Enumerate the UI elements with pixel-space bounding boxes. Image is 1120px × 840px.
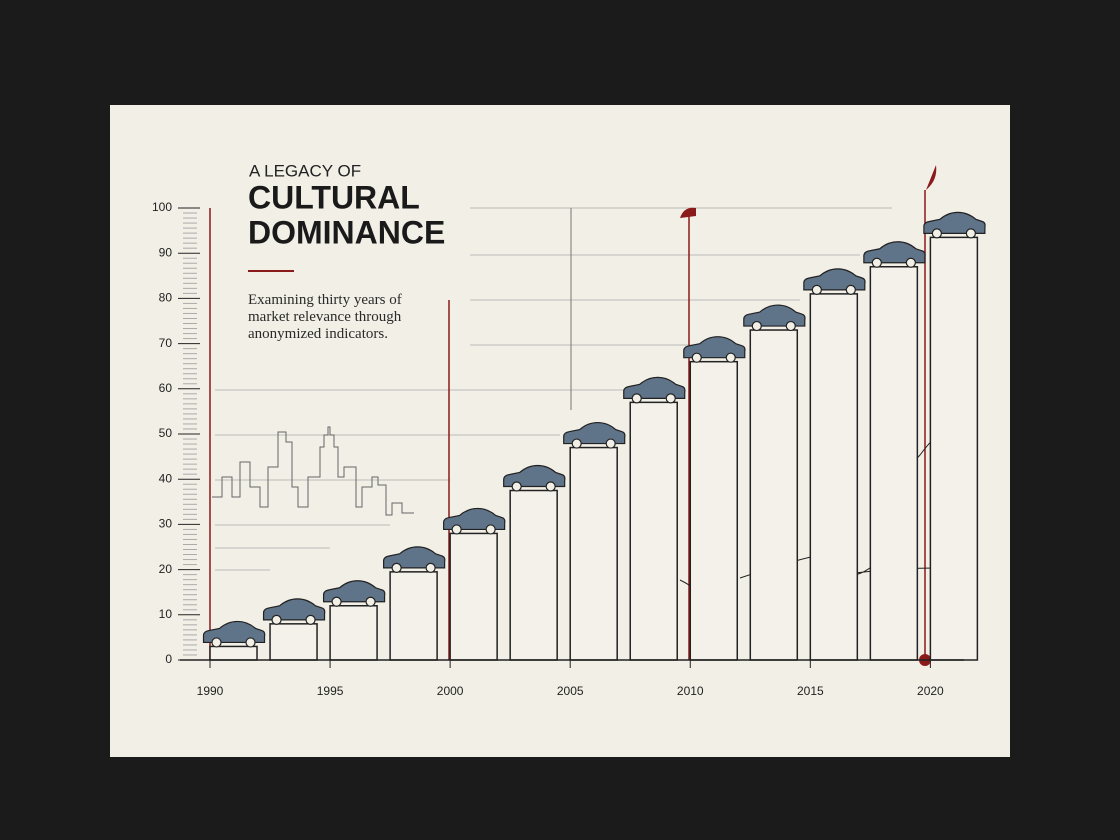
car-icon: [322, 580, 386, 603]
car-icon: [443, 507, 506, 531]
y-tick-label: 70: [159, 336, 173, 350]
car-icon: [683, 336, 746, 359]
y-tick-label: 60: [159, 381, 173, 395]
y-tick-label: 80: [159, 291, 173, 305]
car-wheel: [305, 614, 316, 625]
subtitle: Examining thirty years of market relevan…: [248, 292, 402, 342]
decor-grid: [215, 207, 892, 571]
car-wheel: [365, 596, 376, 607]
card: [110, 105, 1010, 757]
bar: [749, 329, 799, 661]
car-wheel: [331, 596, 342, 607]
skyline: [212, 426, 414, 516]
bar: [449, 532, 498, 661]
car-wheel: [425, 562, 436, 573]
y-tick-label: 10: [159, 607, 173, 621]
car-icon: [923, 211, 986, 234]
car-wheel: [245, 637, 256, 648]
car-wheel: [691, 352, 702, 363]
car-wheel: [631, 393, 642, 404]
bar: [809, 293, 859, 661]
car-icon: [383, 546, 446, 569]
bar: [269, 623, 318, 661]
y-tick-label: 30: [159, 517, 173, 531]
bar: [209, 645, 258, 661]
bar: [869, 266, 919, 661]
x-tick-label: 1995: [317, 684, 344, 698]
car-wheel: [211, 637, 222, 648]
x-tick-label: 2005: [557, 684, 584, 698]
car-icon: [863, 241, 926, 264]
car-icon: [803, 268, 866, 291]
title-line: CULTURAL: [248, 179, 420, 215]
car-wheel: [965, 228, 976, 239]
car-icon: [563, 421, 626, 445]
car-wheel: [751, 320, 762, 332]
car-wheel: [725, 352, 736, 363]
y-tick-label: 0: [165, 652, 172, 666]
y-tick-label: 20: [159, 562, 173, 576]
bar: [389, 571, 438, 661]
car-icon: [503, 464, 566, 488]
bar: [509, 489, 558, 661]
car-wheel: [451, 524, 462, 535]
x-tick-label: 1990: [197, 684, 224, 698]
x-tick-label: 2000: [437, 684, 464, 698]
bar: [689, 360, 739, 661]
y-tick-label: 50: [159, 426, 173, 440]
car-wheel: [511, 481, 522, 492]
flag: [926, 165, 937, 190]
car-icon: [262, 598, 326, 621]
car-wheel: [871, 257, 882, 268]
x-tick-label: 2020: [917, 684, 944, 698]
car-wheel: [665, 393, 676, 404]
car-icon: [623, 376, 686, 399]
bar: [629, 401, 678, 661]
y-tick-label: 100: [152, 200, 172, 214]
car-wheel: [931, 228, 942, 239]
car-wheel: [545, 481, 556, 492]
car-wheel: [391, 562, 402, 573]
car-icon: [202, 620, 266, 644]
car-wheel: [271, 614, 282, 625]
title-line: DOMINANCE: [248, 214, 445, 250]
y-tick-label: 90: [159, 245, 173, 259]
y-tick-label: 40: [159, 471, 173, 485]
car-wheel: [811, 284, 822, 295]
car-wheel: [485, 524, 496, 535]
x-tick-label: 2010: [677, 684, 704, 698]
car-wheel: [845, 284, 856, 295]
x-tick-label: 2015: [797, 684, 824, 698]
car-icon: [743, 304, 806, 327]
car-wheel: [905, 257, 916, 268]
car-wheel: [785, 320, 796, 332]
car-wheel: [571, 438, 582, 449]
bar: [569, 446, 618, 661]
car-wheel: [605, 438, 616, 449]
accent-lines: [209, 190, 926, 660]
flag: [680, 207, 696, 218]
bar: [929, 236, 979, 661]
title-line: A LEGACY OF: [249, 161, 361, 180]
bar: [329, 605, 378, 661]
